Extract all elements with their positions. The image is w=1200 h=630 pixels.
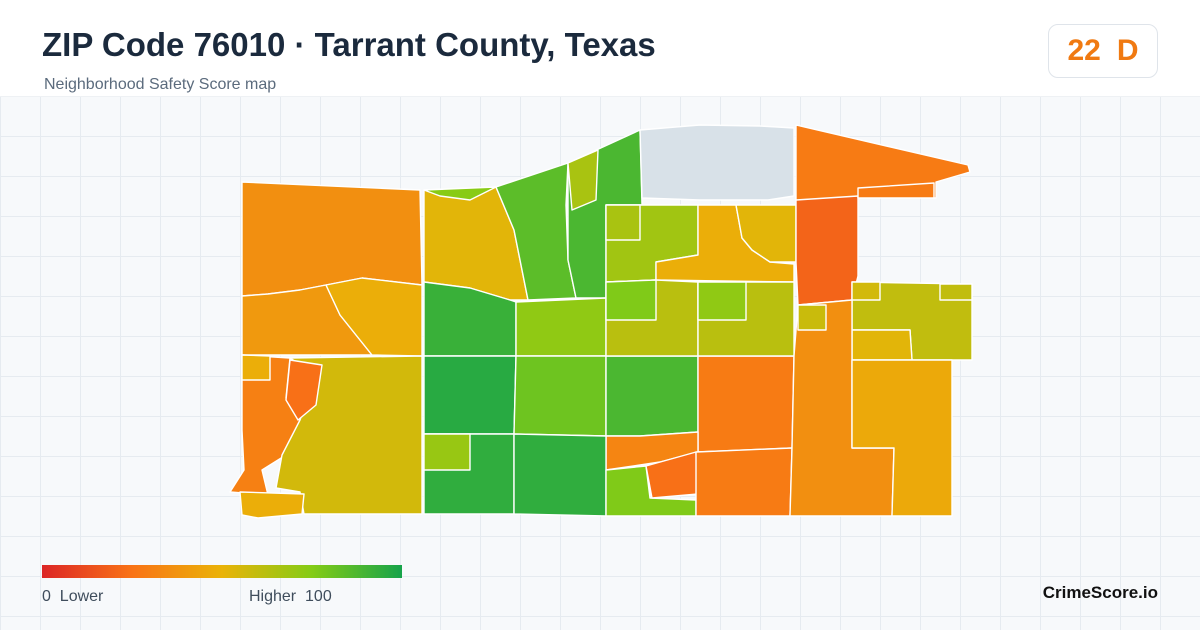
- map-region[interactable]: [851, 329, 913, 361]
- legend-gradient-bar: [42, 565, 402, 578]
- map-region[interactable]: [851, 359, 953, 517]
- map-region[interactable]: [567, 149, 599, 211]
- score-value: 22: [1067, 34, 1101, 67]
- legend-low-value: 0: [42, 588, 51, 605]
- map-region[interactable]: [241, 181, 423, 297]
- map-region[interactable]: [513, 355, 607, 437]
- map-region[interactable]: [241, 354, 271, 381]
- map-region[interactable]: [697, 281, 747, 321]
- map-region[interactable]: [423, 433, 471, 471]
- map-region[interactable]: [851, 281, 881, 301]
- brand-name: CrimeScore.io: [1042, 583, 1158, 602]
- legend-high: Higher 100: [249, 588, 332, 606]
- score-badge: 22 D: [1048, 24, 1158, 78]
- map-region[interactable]: [605, 204, 641, 241]
- score-grade: D: [1116, 34, 1139, 67]
- map-region[interactable]: [515, 297, 607, 357]
- map-region[interactable]: [423, 186, 497, 201]
- legend-high-value: 100: [305, 588, 332, 605]
- map-region[interactable]: [605, 355, 699, 437]
- legend-low: 0 Lower: [42, 588, 103, 606]
- header: [0, 0, 1200, 97]
- map-region[interactable]: [513, 433, 607, 517]
- map-region[interactable]: [697, 355, 795, 453]
- map-region[interactable]: [695, 447, 793, 517]
- map-region[interactable]: [239, 491, 305, 519]
- legend-low-label: Lower: [59, 588, 104, 605]
- map-regions: [229, 124, 973, 519]
- map-region[interactable]: [795, 124, 971, 201]
- page-subtitle: Neighborhood Safety Score map: [44, 76, 277, 93]
- map-region[interactable]: [795, 193, 859, 306]
- map-region-no-data[interactable]: [639, 124, 795, 201]
- map-region[interactable]: [939, 283, 973, 301]
- map-region[interactable]: [857, 182, 935, 199]
- page-title: ZIP Code 76010 · Tarrant County, Texas: [42, 26, 656, 63]
- map-region[interactable]: [423, 355, 517, 435]
- map-region[interactable]: [605, 279, 657, 321]
- map-region[interactable]: [797, 304, 827, 331]
- legend-high-label: Higher: [249, 588, 297, 605]
- map-region[interactable]: [285, 359, 323, 421]
